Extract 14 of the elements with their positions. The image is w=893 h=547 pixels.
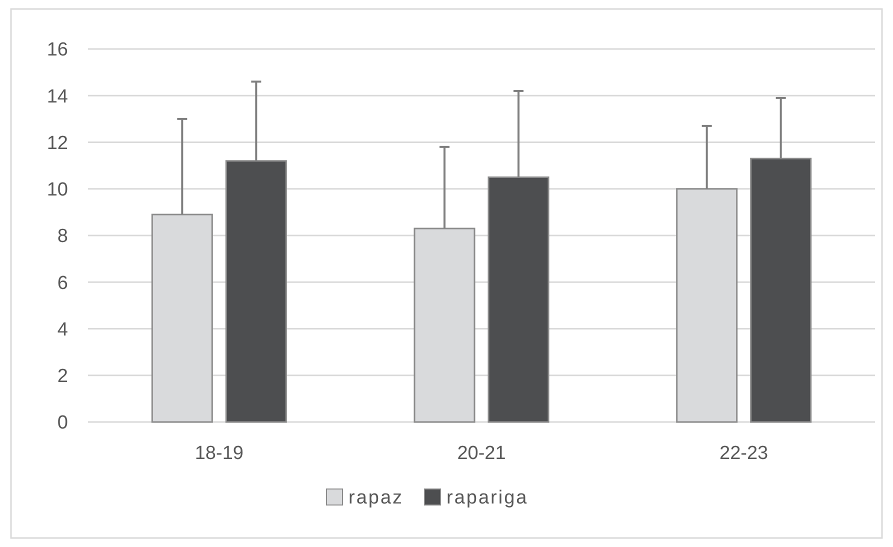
x-tick-label: 22-23: [720, 443, 768, 464]
y-tick-label: 16: [46, 40, 68, 61]
y-tick-label: 4: [57, 319, 68, 340]
y-tick-label: 12: [46, 132, 68, 154]
y-tick-label: 0: [57, 412, 68, 434]
x-tick-label: 20-21: [457, 443, 506, 464]
y-tick-label: 14: [46, 86, 68, 108]
y-tick-label: 8: [57, 226, 68, 248]
legend-label: rapaz: [348, 488, 404, 509]
y-tick-label: 6: [57, 272, 68, 294]
legend-label: rapariga: [446, 488, 528, 509]
x-tick-label: 18-19: [194, 443, 244, 464]
y-tick-label: 2: [57, 366, 68, 388]
y-tick-label: 10: [46, 180, 68, 201]
